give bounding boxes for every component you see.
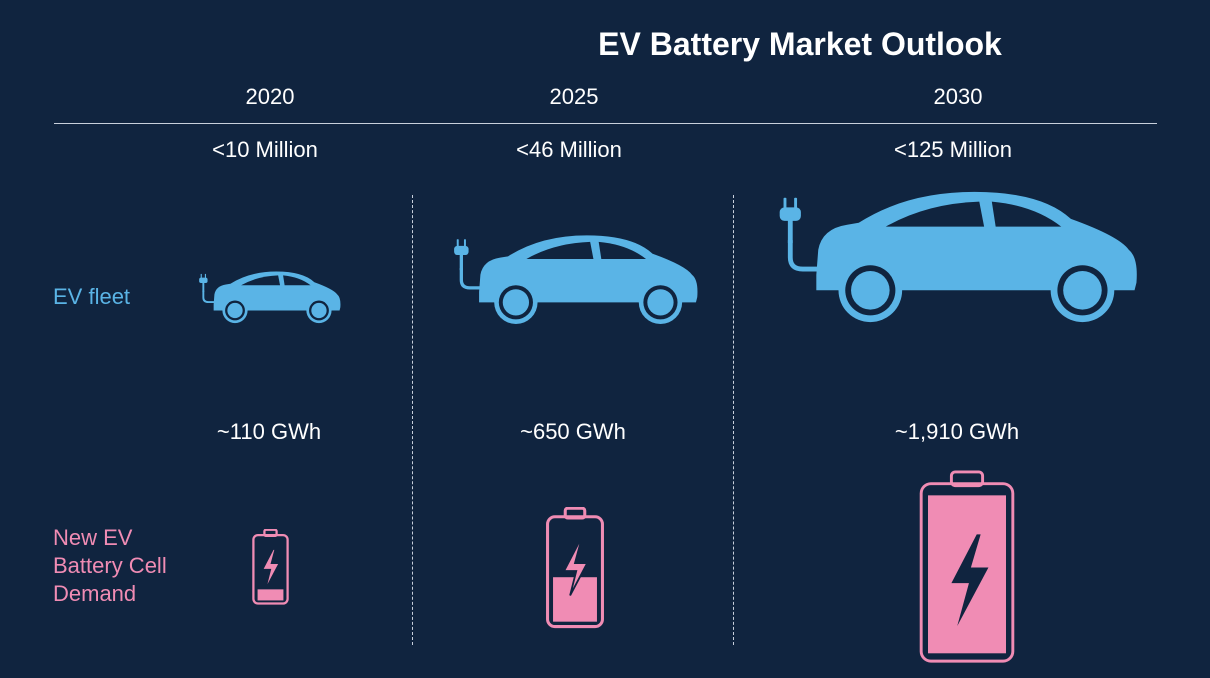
car-icon: [452, 234, 700, 326]
battery-fill: [257, 589, 284, 601]
header-rule: [54, 123, 1157, 124]
fleet-row-label: EV fleet: [53, 284, 131, 309]
year-2030: 2030: [933, 84, 983, 109]
fleet-value-2030: <125 Million: [893, 137, 1013, 162]
lightning-icon: [263, 549, 279, 585]
year-2025: 2025: [549, 84, 599, 109]
year-2020: 2020: [245, 84, 295, 109]
car-icon: [198, 270, 342, 325]
lightning-icon: [562, 539, 589, 596]
column-divider: [733, 195, 734, 645]
battery-row-label: New EV Battery Cell Demand: [53, 525, 167, 606]
chart-title: EV Battery Market Outlook: [598, 26, 1002, 62]
column-divider: [412, 195, 413, 645]
car-icon: [770, 190, 1150, 325]
fleet-value-2025: <46 Million: [516, 137, 622, 162]
battery-icon: [546, 507, 604, 629]
gwh-value-2030: ~1,910 GWh: [894, 419, 1020, 444]
battery-icon: [919, 470, 1015, 663]
gwh-value-2025: ~650 GWh: [520, 419, 626, 444]
battery-icon: [252, 529, 289, 605]
gwh-value-2020: ~110 GWh: [216, 419, 322, 444]
fleet-value-2020: <10 Million: [212, 137, 318, 162]
lightning-icon: [951, 534, 989, 626]
